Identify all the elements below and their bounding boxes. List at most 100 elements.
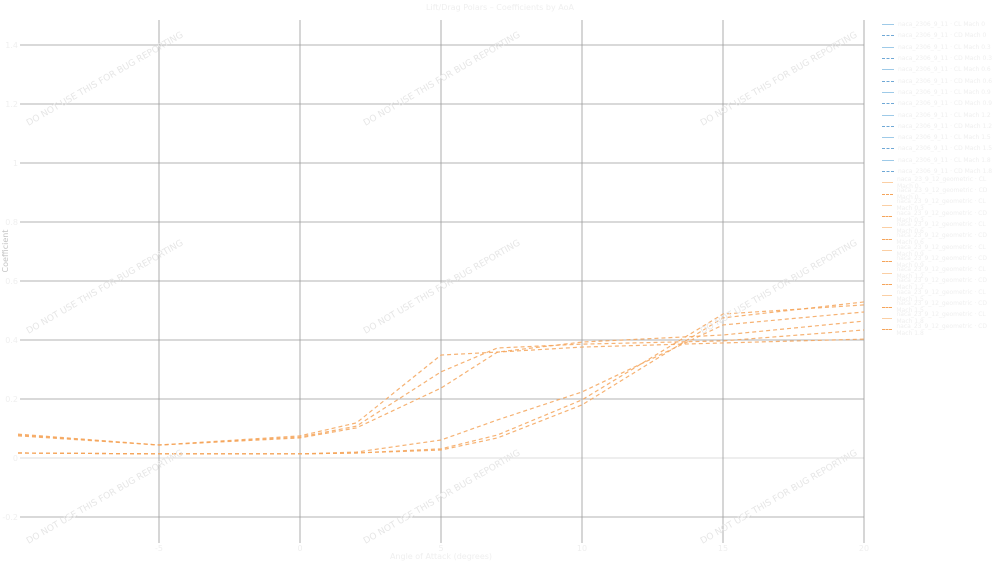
legend-swatch bbox=[882, 283, 893, 285]
legend-item: naca_23_9_12_geometric · CD Mach 0.6 bbox=[882, 232, 1000, 247]
legend-item: naca_2306_9_11 · CL Mach 0.6 bbox=[882, 64, 1000, 75]
y-tick-label: 0.4 bbox=[5, 336, 18, 345]
legend-item: naca_23_9_12_geometric · CD Mach 1.8 bbox=[882, 322, 1000, 337]
x-axis-label: Angle of Attack (degrees) bbox=[390, 552, 492, 561]
x-tick-label: 0 bbox=[297, 544, 302, 553]
legend-swatch bbox=[882, 216, 893, 218]
series-line bbox=[17, 311, 865, 455]
legend-swatch bbox=[882, 24, 894, 26]
legend-label: naca_2306_9_11 · CL Mach 1.2 bbox=[898, 111, 991, 119]
legend-swatch bbox=[882, 125, 894, 127]
legend-item: naca_2306_9_11 · CD Mach 0 bbox=[882, 30, 1000, 41]
legend-swatch bbox=[882, 159, 894, 161]
legend-label: naca_23_9_12_geometric · CD Mach 1.5 bbox=[896, 300, 987, 315]
legend-item: naca_2306_9_11 · CD Mach 1.8 bbox=[882, 166, 1000, 177]
legend-label: naca_2306_9_11 · CL Mach 0.3 bbox=[898, 43, 991, 51]
legend-label: naca_23_9_12_geometric · CD Mach 1.2 bbox=[896, 277, 987, 292]
legend-label: naca_2306_9_11 · CL Mach 1.8 bbox=[898, 156, 991, 164]
y-tick-label: 0.8 bbox=[5, 218, 18, 227]
legend-swatch bbox=[882, 227, 893, 229]
series-line bbox=[17, 329, 865, 446]
x-tick-label: 20 bbox=[859, 544, 869, 553]
series-line bbox=[17, 320, 865, 446]
legend-label: naca_23_9_12_geometric · CL Mach 0.3 bbox=[896, 198, 986, 213]
legend-item: naca_2306_9_11 · CD Mach 0.6 bbox=[882, 75, 1000, 86]
x-tick-label: -5 bbox=[155, 544, 163, 553]
legend-item: naca_23_9_12_geometric · CL Mach 0.6 bbox=[882, 221, 1000, 235]
legend-item: naca_2306_9_11 · CL Mach 0 bbox=[882, 19, 1000, 30]
legend-label: naca_23_9_12_geometric · CL Mach 0.6 bbox=[896, 221, 986, 235]
legend-label: naca_2306_9_11 · CL Mach 0.6 bbox=[898, 66, 991, 74]
legend-swatch bbox=[882, 238, 893, 240]
legend-item: naca_2306_9_11 · CL Mach 1.5 bbox=[882, 132, 1000, 143]
legend-item: naca_2306_9_11 · CD Mach 0.9 bbox=[882, 98, 1000, 109]
y-tick-label: -0.2 bbox=[2, 513, 18, 522]
series-line bbox=[17, 301, 865, 455]
legend-label: naca_23_9_12_geometric · CD Mach 0.9 bbox=[896, 254, 987, 269]
legend-item: naca_2306_9_11 · CL Mach 1.2 bbox=[882, 109, 1000, 120]
legend-label: naca_23_9_12_geometric · CL Mach 1.8 bbox=[896, 311, 986, 326]
legend-swatch bbox=[882, 148, 894, 150]
legend-item: naca_23_9_12_geometric · CL Mach 0 bbox=[882, 176, 1000, 190]
legend-label: naca_23_9_12_geometric · CD Mach 1.8 bbox=[896, 322, 987, 337]
legend-swatch bbox=[882, 317, 893, 319]
legend-item: naca_2306_9_11 · CD Mach 1.2 bbox=[882, 121, 1000, 132]
legend-swatch bbox=[882, 80, 894, 82]
legend-swatch bbox=[882, 182, 893, 184]
legend-item: naca_23_9_12_geometric · CD Mach 1.2 bbox=[882, 277, 1000, 292]
legend-item: naca_23_9_12_geometric · CD Mach 0 bbox=[882, 187, 1000, 202]
legend-swatch bbox=[882, 137, 894, 139]
legend-swatch bbox=[882, 35, 894, 37]
legend-label: naca_2306_9_11 · CD Mach 0.9 bbox=[898, 100, 993, 108]
legend-label: naca_2306_9_11 · CL Mach 0 bbox=[898, 21, 986, 29]
legend-label: naca_23_9_12_geometric · CD Mach 0 bbox=[896, 187, 988, 202]
legend-item: naca_23_9_12_geometric · CL Mach 1.5 bbox=[882, 289, 1000, 303]
legend-item: naca_2306_9_11 · CL Mach 0.3 bbox=[882, 42, 1000, 53]
legend-item: naca_2306_9_11 · CD Mach 1.5 bbox=[882, 143, 1000, 154]
legend-swatch bbox=[882, 272, 893, 274]
series-line bbox=[17, 338, 865, 446]
legend-item: naca_23_9_12_geometric · CL Mach 0.3 bbox=[882, 198, 1000, 213]
legend-item: naca_23_9_12_geometric · CL Mach 1.2 bbox=[882, 266, 1000, 281]
y-axis-label: Coefficient bbox=[1, 230, 10, 273]
legend-item: naca_2306_9_11 · CL Mach 1.8 bbox=[882, 155, 1000, 166]
x-tick-label: 5 bbox=[438, 544, 443, 553]
series-lines bbox=[17, 301, 865, 455]
legend-label: naca_23_9_12_geometric · CD Mach 0.6 bbox=[896, 232, 987, 247]
legend-label: naca_2306_9_11 · CD Mach 0.6 bbox=[898, 77, 993, 85]
y-tick-label: 1.2 bbox=[5, 100, 18, 109]
y-tick-label: 0.6 bbox=[5, 277, 18, 286]
legend-label: naca_23_9_12_geometric · CD Mach 0.3 bbox=[896, 209, 987, 224]
legend: naca_2306_9_11 · CL Mach 0 naca_2306_9_11… bbox=[882, 19, 1000, 337]
x-tick-label: 15 bbox=[718, 544, 728, 553]
series-line bbox=[17, 304, 865, 455]
y-tick-label: 0 bbox=[13, 454, 18, 463]
legend-item: naca_2306_9_11 · CD Mach 0.3 bbox=[882, 53, 1000, 64]
y-tick-label: 0.2 bbox=[5, 395, 18, 404]
legend-label: naca_2306_9_11 · CD Mach 1.5 bbox=[898, 145, 993, 153]
legend-item: naca_23_9_12_geometric · CL Mach 1.8 bbox=[882, 311, 1000, 326]
legend-swatch bbox=[882, 250, 893, 252]
legend-item: naca_23_9_12_geometric · CD Mach 1.5 bbox=[882, 300, 1000, 315]
legend-label: naca_23_9_12_geometric · CL Mach 0.9 bbox=[896, 243, 986, 258]
legend-label: naca_23_9_12_geometric · CL Mach 1.2 bbox=[896, 266, 986, 281]
legend-swatch bbox=[882, 329, 893, 331]
legend-label: naca_2306_9_11 · CL Mach 1.5 bbox=[898, 134, 991, 142]
x-tick-label: 10 bbox=[577, 544, 587, 553]
legend-swatch bbox=[882, 46, 894, 48]
y-tick-label: 1 bbox=[13, 159, 18, 168]
legend-item: naca_2306_9_11 · CL Mach 0.9 bbox=[882, 87, 1000, 98]
legend-swatch bbox=[882, 295, 893, 297]
legend-label: naca_2306_9_11 · CD Mach 0.3 bbox=[898, 55, 993, 63]
legend-swatch bbox=[882, 171, 894, 172]
legend-label: naca_2306_9_11 · CD Mach 0 bbox=[898, 32, 987, 40]
legend-swatch bbox=[882, 91, 894, 93]
legend-swatch bbox=[882, 103, 894, 105]
legend-label: naca_2306_9_11 · CD Mach 1.8 bbox=[898, 168, 993, 175]
legend-swatch bbox=[882, 306, 893, 308]
legend-swatch bbox=[882, 261, 893, 263]
legend-swatch bbox=[882, 69, 894, 71]
chart-title: Lift/Drag Polars – Coefficients by AoA bbox=[426, 3, 574, 12]
legend-label: naca_2306_9_11 · CD Mach 1.2 bbox=[898, 122, 993, 130]
